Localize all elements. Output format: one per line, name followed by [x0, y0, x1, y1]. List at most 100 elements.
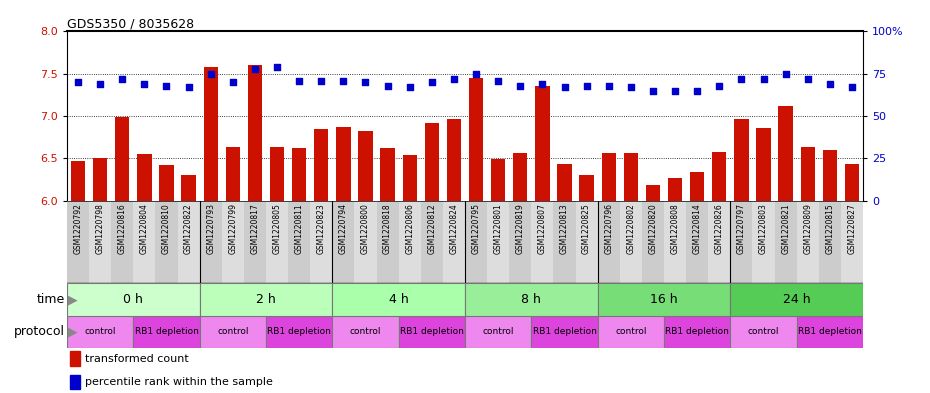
Bar [115, 117, 129, 201]
Bar [67, 316, 133, 348]
Bar [354, 201, 377, 283]
Point [602, 83, 617, 89]
Bar [602, 153, 616, 201]
Text: ▶: ▶ [68, 293, 77, 306]
Point [93, 81, 108, 87]
Text: RB1 depletion: RB1 depletion [533, 327, 596, 336]
Text: GSM1220817: GSM1220817 [250, 203, 259, 254]
Bar [668, 178, 683, 201]
Point [204, 71, 219, 77]
Point [225, 79, 240, 85]
Text: GSM1220821: GSM1220821 [781, 203, 790, 254]
Bar [712, 152, 726, 201]
Text: time: time [36, 293, 65, 306]
Bar [690, 172, 704, 201]
Point [71, 79, 86, 85]
Bar [775, 201, 797, 283]
Text: GSM1220824: GSM1220824 [449, 203, 458, 254]
Point [114, 76, 129, 82]
Point [734, 76, 749, 82]
Bar [89, 201, 112, 283]
Point [557, 84, 572, 90]
Bar [778, 106, 793, 201]
Bar [311, 201, 332, 283]
Text: GSM1220804: GSM1220804 [140, 203, 149, 254]
Bar [734, 119, 749, 201]
Text: GSM1220814: GSM1220814 [693, 203, 702, 254]
Bar [155, 201, 178, 283]
Text: transformed count: transformed count [85, 354, 189, 364]
Bar [443, 201, 465, 283]
Bar [469, 78, 484, 201]
Text: 8 h: 8 h [522, 293, 541, 306]
Text: GSM1220809: GSM1220809 [804, 203, 812, 254]
Text: GSM1220819: GSM1220819 [516, 203, 525, 254]
Bar [553, 201, 576, 283]
Text: GSM1220811: GSM1220811 [295, 203, 304, 254]
Point [535, 81, 550, 87]
Point [159, 83, 174, 89]
Point [778, 71, 793, 77]
Text: GSM1220818: GSM1220818 [383, 203, 392, 254]
Text: control: control [483, 327, 514, 336]
Bar [420, 201, 443, 283]
Bar [841, 201, 863, 283]
Point [668, 88, 683, 94]
Point [512, 83, 527, 89]
Text: GSM1220806: GSM1220806 [405, 203, 414, 254]
Text: GSM1220801: GSM1220801 [494, 203, 503, 254]
Bar [399, 316, 465, 348]
Text: GSM1220826: GSM1220826 [715, 203, 724, 254]
Bar [67, 283, 200, 316]
Text: GSM1220808: GSM1220808 [671, 203, 680, 254]
Point [491, 77, 506, 84]
Bar [664, 201, 686, 283]
Bar [576, 201, 598, 283]
Bar [244, 201, 266, 283]
Text: RB1 depletion: RB1 depletion [135, 327, 198, 336]
Text: GSM1220822: GSM1220822 [184, 203, 193, 254]
Text: GSM1220823: GSM1220823 [317, 203, 325, 254]
Bar [730, 316, 797, 348]
Point [137, 81, 152, 87]
Bar [70, 351, 80, 366]
Text: percentile rank within the sample: percentile rank within the sample [85, 377, 272, 387]
Bar [664, 316, 730, 348]
Point [690, 88, 705, 94]
Point [446, 76, 461, 82]
Text: control: control [350, 327, 381, 336]
Bar [491, 159, 505, 201]
Bar [465, 201, 487, 283]
Bar [598, 283, 730, 316]
Point [801, 76, 816, 82]
Bar [93, 158, 107, 201]
Bar [266, 316, 332, 348]
Bar [465, 316, 531, 348]
Bar [247, 65, 262, 201]
Point [469, 71, 484, 77]
Bar [332, 316, 399, 348]
Text: GSM1220794: GSM1220794 [339, 203, 348, 254]
Bar [446, 119, 461, 201]
Text: GSM1220807: GSM1220807 [538, 203, 547, 254]
Text: RB1 depletion: RB1 depletion [400, 327, 464, 336]
Bar [403, 155, 417, 201]
Bar [314, 129, 328, 201]
Text: GSM1220793: GSM1220793 [206, 203, 215, 254]
Text: GDS5350 / 8035628: GDS5350 / 8035628 [67, 17, 194, 30]
Point [711, 83, 726, 89]
Text: RB1 depletion: RB1 depletion [267, 327, 331, 336]
Bar [752, 201, 775, 283]
Text: ▶: ▶ [68, 325, 77, 338]
Bar [377, 201, 399, 283]
Text: GSM1220816: GSM1220816 [118, 203, 126, 254]
Text: GSM1220810: GSM1220810 [162, 203, 171, 254]
Bar [598, 201, 619, 283]
Text: protocol: protocol [14, 325, 65, 338]
Bar [200, 201, 221, 283]
Bar [557, 164, 572, 201]
Bar [358, 131, 373, 201]
Bar [226, 147, 240, 201]
Bar [112, 201, 133, 283]
Text: GSM1220803: GSM1220803 [759, 203, 768, 254]
